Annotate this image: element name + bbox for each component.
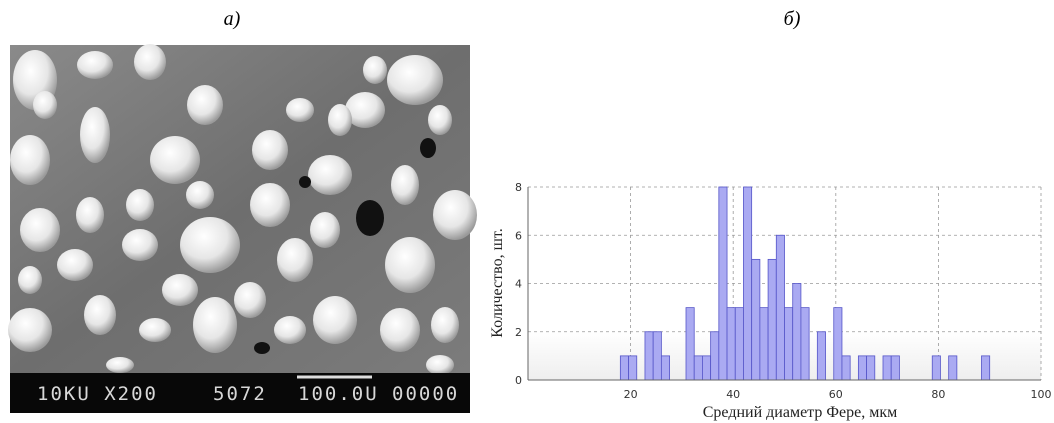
figure: а) б) 10KU X200 5072 100.0U 0000 [0,0,1054,423]
y-axis-title: Количество, шт. [489,228,506,337]
bar [858,356,866,380]
bar [645,332,653,380]
bar [842,356,850,380]
sem-caption: 5072 [213,383,267,405]
bar [694,356,702,380]
bar [981,356,989,380]
y-tick-label: 6 [515,229,522,242]
bar [785,308,793,380]
bar [949,356,957,380]
bar [620,356,628,380]
bar [834,308,842,380]
x-tick-label: 20 [624,388,638,401]
bar [793,284,801,381]
x-tick-label: 80 [931,388,945,401]
bar [686,308,694,380]
bar [776,235,784,380]
panel-label: б) [784,8,801,30]
sem-caption: 00000 [392,383,459,405]
bar [760,308,768,380]
y-tick-label: 0 [515,374,522,387]
bar [817,332,825,380]
y-tick-label: 8 [515,181,522,194]
x-tick-label: 100 [1031,388,1052,401]
bar [719,187,727,380]
bar [883,356,891,380]
bar [932,356,940,380]
sem-caption: 100.0U [298,383,379,405]
bar [891,356,899,380]
bar [867,356,875,380]
bar [768,259,776,380]
bar [727,308,735,380]
bar [743,187,751,380]
x-tick-label: 40 [726,388,740,401]
x-tick-label: 60 [829,388,843,401]
bar [653,332,661,380]
panel-label: а) [224,8,241,30]
bar [752,259,760,380]
y-tick-label: 4 [515,278,522,291]
micrograph: 10KU X200 5072 100.0U 00000 [8,44,477,413]
x-axis-title: Средний диаметр Фере, мкм [703,404,897,421]
y-tick-label: 2 [515,326,522,339]
bar [629,356,637,380]
bar [661,356,669,380]
bar [711,332,719,380]
bar [735,308,743,380]
bar [801,308,809,380]
sem-caption: 10KU X200 [37,383,158,405]
bar [702,356,710,380]
